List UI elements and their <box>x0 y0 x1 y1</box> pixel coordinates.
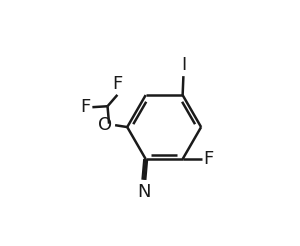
Text: O: O <box>98 116 112 134</box>
Text: N: N <box>137 183 150 201</box>
Text: I: I <box>181 56 186 74</box>
Text: F: F <box>203 150 214 168</box>
Text: F: F <box>112 75 123 92</box>
Text: F: F <box>80 98 91 116</box>
